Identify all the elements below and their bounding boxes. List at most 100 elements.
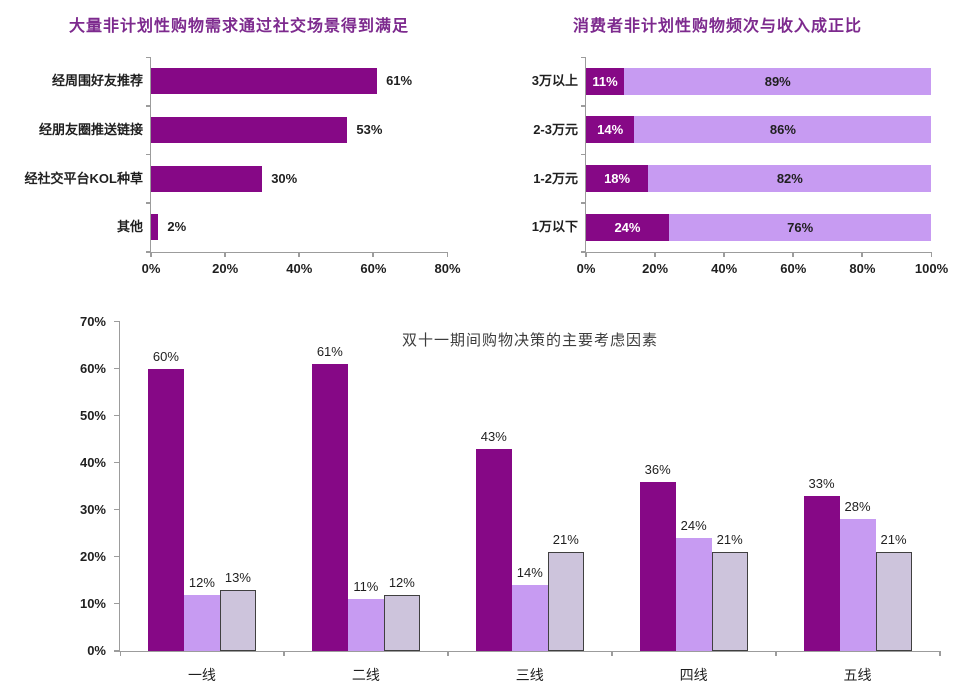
bar-一线-0 — [147, 368, 184, 651]
x-axis-tick — [150, 251, 152, 257]
x-axis-tick — [611, 650, 613, 656]
value-label: 21% — [880, 532, 907, 548]
x-axis-label: 80% — [434, 260, 461, 276]
x-axis-tick — [792, 251, 794, 257]
chart-title: 双十一期间购物决策的主要考虑因素 — [401, 332, 658, 349]
income-frequency-chart: 消费者非计划性购物频次与收入成正比 3万以上 11% 89% 2-3万元 14% 86% 1… — [478, 0, 957, 295]
x-axis-label: 20% — [212, 260, 239, 276]
segment-2-3万元-1: 86% — [634, 116, 932, 144]
value-label: 21% — [552, 532, 579, 548]
bar-五线-1 — [839, 519, 876, 651]
value-label: 11% — [353, 579, 379, 595]
x-axis-label: 80% — [849, 260, 876, 276]
value-label: 2% — [167, 219, 187, 235]
value-label: 21% — [716, 532, 743, 548]
y-axis-tick — [581, 251, 586, 253]
y-axis-tick — [581, 202, 586, 204]
value-label: 61% — [386, 73, 413, 89]
x-axis-tick — [119, 650, 121, 656]
x-axis-label: 100% — [914, 260, 949, 276]
bar-二线-1 — [347, 599, 384, 651]
value-label: 13% — [224, 569, 251, 585]
bar-四线-1 — [675, 538, 712, 651]
bar-五线-2 — [875, 552, 912, 651]
y-axis-label: 70% — [79, 313, 106, 329]
segment-1-2万元-1: 82% — [648, 165, 932, 193]
y-axis-tick — [146, 56, 151, 58]
x-axis-tick — [283, 650, 285, 656]
segment-3万以上-1: 89% — [624, 67, 932, 95]
x-axis-label: 20% — [642, 260, 669, 276]
y-axis-tick — [114, 555, 120, 558]
segment-1万以下-0: 24% — [586, 213, 669, 241]
y-axis-label: 50% — [79, 407, 106, 423]
y-axis-tick — [146, 105, 151, 107]
y-axis-label: 10% — [79, 595, 106, 611]
value-label: 12% — [188, 574, 215, 590]
value-label: 12% — [388, 574, 415, 590]
bar-五线-0 — [803, 495, 840, 651]
bar-三线-0 — [475, 448, 512, 651]
x-axis-tick — [585, 251, 587, 257]
y-axis-tick — [146, 153, 151, 156]
plot-area: 双十一期间购物决策的主要考虑因素 0% 10% 20% 30% 40% 50% 60% 70%… — [80, 314, 941, 683]
category-label: 五线 — [843, 666, 872, 683]
x-axis-label: 40% — [711, 260, 738, 276]
y-axis-tick — [114, 320, 120, 322]
x-axis-tick — [723, 251, 725, 257]
bar-二线-2 — [383, 594, 420, 651]
bar-三线-2 — [547, 552, 584, 651]
bar-一线-1 — [183, 594, 220, 651]
y-axis-tick — [146, 202, 151, 204]
x-axis-tick — [372, 251, 374, 257]
x-axis-tick — [861, 251, 863, 257]
chart-title: 消费者非计划性购物频次与收入成正比 — [572, 18, 862, 35]
x-axis-label: 60% — [780, 260, 807, 276]
category-label: 1-2万元 — [533, 170, 578, 186]
category-label: 其他 — [116, 219, 143, 235]
value-label: 60% — [152, 348, 179, 364]
y-axis-tick — [114, 508, 120, 511]
y-axis-label: 40% — [79, 454, 106, 470]
bar-经周围好友推荐 — [151, 68, 378, 95]
value-label: 24% — [680, 518, 707, 534]
y-axis-tick — [581, 105, 586, 107]
value-label: 33% — [808, 475, 835, 491]
x-axis-tick — [224, 251, 226, 257]
y-axis-tick — [114, 367, 120, 370]
chart-title: 大量非计划性购物需求通过社交场景得到满足 — [68, 18, 409, 35]
segment-3万以上-0: 11% — [586, 67, 624, 95]
category-label: 二线 — [351, 666, 380, 683]
x-axis-label: 0% — [141, 260, 161, 276]
bar-其他 — [151, 214, 159, 241]
x-axis-tick — [939, 650, 941, 656]
plot-area: 3万以上 11% 89% 2-3万元 14% 86% 1-2万元 18% 82% 1万以下 24% 7… — [532, 56, 948, 276]
category-label: 三线 — [515, 666, 544, 683]
category-label: 2-3万元 — [533, 121, 578, 137]
x-axis-label: 60% — [360, 260, 387, 276]
value-label: 28% — [844, 499, 871, 515]
category-label: 经社交平台KOL种草 — [24, 170, 143, 186]
segment-1万以下-1: 76% — [668, 213, 932, 241]
category-label: 1万以下 — [531, 219, 578, 235]
plot-area: 经周围好友推荐 61% 经朋友圈推送链接 53% 经社交平台KOL种草 30% 其他 2% 0%… — [25, 56, 461, 276]
category-label: 四线 — [679, 666, 708, 683]
social-shopping-chart: 大量非计划性购物需求通过社交场景得到满足 经周围好友推荐 61% 经朋友圈推送链接 5… — [0, 0, 478, 295]
category-label: 经朋友圈推送链接 — [38, 121, 143, 137]
bar-经朋友圈推送链接 — [151, 116, 348, 143]
y-axis-tick — [146, 251, 151, 253]
category-label: 一线 — [187, 666, 216, 683]
bar-一线-2 — [219, 589, 256, 651]
y-axis-tick — [114, 414, 120, 417]
bar-经社交平台KOL种草 — [151, 165, 263, 192]
category-label: 经周围好友推荐 — [51, 73, 143, 89]
y-axis-tick — [114, 650, 120, 652]
y-axis-label: 30% — [79, 501, 106, 517]
x-axis-label: 0% — [576, 260, 596, 276]
y-axis-label: 60% — [79, 360, 106, 376]
value-label: 61% — [316, 343, 343, 359]
value-label: 43% — [480, 428, 507, 444]
x-axis-tick — [930, 251, 932, 257]
value-label: 30% — [271, 170, 298, 186]
y-axis-label: 0% — [87, 643, 106, 658]
